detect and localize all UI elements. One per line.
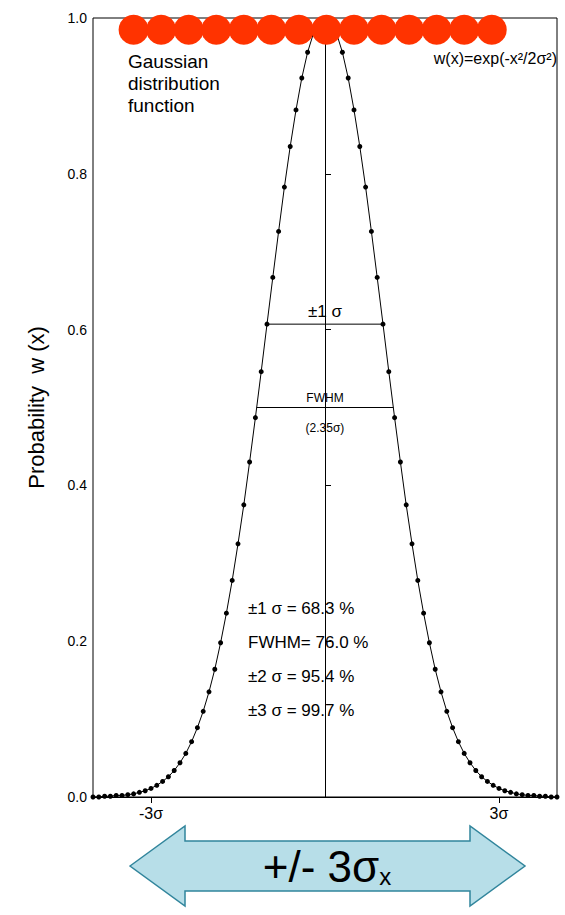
- svg-text:±1 σ: ±1 σ: [308, 302, 343, 321]
- svg-text:0.2: 0.2: [68, 633, 88, 649]
- svg-text:w(x)=exp(-x²/2σ²): w(x)=exp(-x²/2σ²): [433, 50, 557, 67]
- svg-text:0.4: 0.4: [68, 477, 88, 493]
- svg-text:Gaussian: Gaussian: [128, 51, 208, 72]
- svg-text:FWHM: FWHM: [306, 391, 343, 405]
- svg-text:+/- 3σ: +/- 3σ: [263, 842, 379, 891]
- svg-text:±2 σ = 95.4 %: ±2 σ = 95.4 %: [248, 667, 354, 686]
- svg-text:0.6: 0.6: [68, 322, 88, 338]
- svg-text:0.8: 0.8: [68, 166, 88, 182]
- svg-text:FWHM= 76.0 %: FWHM= 76.0 %: [248, 633, 368, 652]
- svg-text:x: x: [379, 863, 391, 890]
- svg-text:distribution: distribution: [128, 73, 220, 94]
- svg-text:function: function: [128, 95, 195, 116]
- svg-text:0.0: 0.0: [68, 789, 88, 805]
- svg-text:Probability w (x): Probability w (x): [24, 326, 49, 489]
- svg-text:±3 σ = 99.7 %: ±3 σ = 99.7 %: [248, 701, 354, 720]
- svg-text:3σ: 3σ: [490, 805, 509, 822]
- svg-text:±1 σ = 68.3 %: ±1 σ = 68.3 %: [248, 599, 354, 618]
- svg-text:(2.35σ): (2.35σ): [306, 421, 345, 435]
- svg-text:1.0: 1.0: [68, 10, 88, 26]
- svg-text:-3σ: -3σ: [139, 805, 163, 822]
